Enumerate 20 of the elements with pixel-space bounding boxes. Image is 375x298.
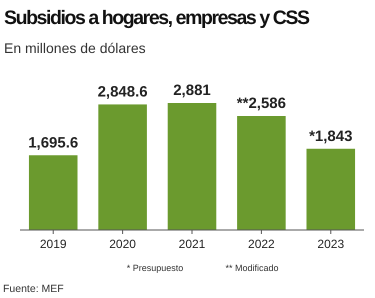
x-tick-label: 2022 xyxy=(248,237,276,251)
data-label: 2,848.6 xyxy=(98,83,148,100)
x-tick-label: 2021 xyxy=(178,237,206,251)
data-label: 2,881 xyxy=(173,82,211,99)
chart-title: Subsidios a hogares, empresas y CSS xyxy=(4,7,310,29)
bar xyxy=(306,148,356,230)
data-label: **2,586 xyxy=(236,95,286,112)
x-tick-label: 2023 xyxy=(317,237,344,251)
x-tick-label: 2020 xyxy=(109,237,136,251)
chart-subtitle: En millones de dólares xyxy=(4,40,146,56)
text: * Presupuesto xyxy=(126,263,184,273)
bar xyxy=(98,104,147,230)
bar xyxy=(168,103,216,230)
data-label: 1,695.6 xyxy=(28,134,78,152)
x-tick-label: 2019 xyxy=(40,237,67,251)
bar xyxy=(237,116,286,230)
data-label: *1,843 xyxy=(309,128,352,145)
bar xyxy=(28,155,78,230)
text: ** Modificado xyxy=(225,263,279,273)
source-note: Fuente: MEF xyxy=(3,283,64,295)
